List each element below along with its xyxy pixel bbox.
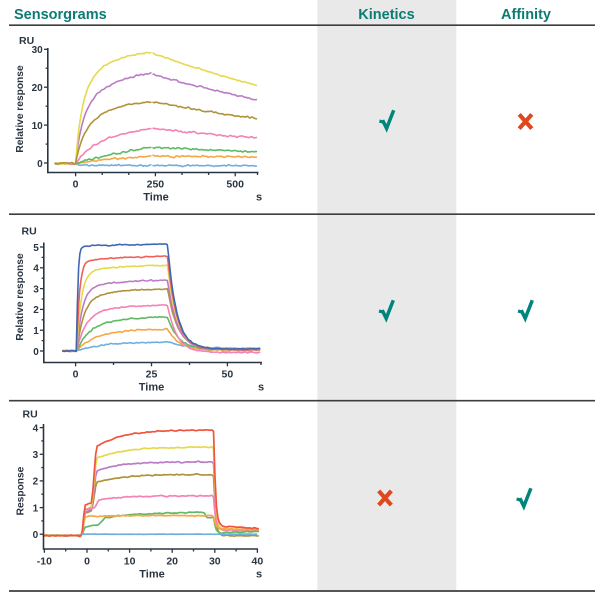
svg-text:Response: Response	[16, 466, 27, 515]
svg-text:Kinetics: Kinetics	[358, 7, 414, 23]
svg-text:s: s	[256, 192, 262, 204]
svg-text:5: 5	[33, 243, 39, 254]
svg-text:Relative response: Relative response	[15, 253, 26, 341]
svg-text:10: 10	[32, 121, 44, 132]
svg-text:s: s	[256, 569, 262, 581]
svg-text:20: 20	[166, 556, 178, 568]
svg-text:30: 30	[32, 45, 44, 56]
svg-text:20: 20	[32, 83, 44, 94]
svg-text:0: 0	[37, 159, 43, 170]
svg-text:0: 0	[73, 369, 79, 381]
svg-text:Time: Time	[139, 382, 164, 394]
svg-text:Time: Time	[139, 569, 164, 581]
svg-text:Affinity: Affinity	[501, 7, 551, 23]
svg-text:s: s	[258, 382, 264, 394]
svg-text:50: 50	[222, 369, 234, 381]
svg-text:3: 3	[33, 284, 39, 295]
svg-text:0: 0	[33, 530, 39, 541]
svg-text:10: 10	[124, 556, 136, 568]
svg-text:Sensorgrams: Sensorgrams	[14, 7, 107, 23]
svg-text:Time: Time	[143, 192, 168, 204]
svg-text:2: 2	[33, 305, 39, 316]
svg-text:RU: RU	[19, 35, 34, 47]
svg-text:1: 1	[33, 326, 39, 337]
svg-text:1: 1	[33, 503, 39, 514]
svg-text:Relative response: Relative response	[15, 65, 26, 153]
svg-text:0: 0	[33, 347, 39, 358]
svg-text:-10: -10	[37, 556, 52, 568]
svg-text:2: 2	[33, 477, 39, 488]
svg-text:250: 250	[147, 179, 165, 191]
svg-text:RU: RU	[22, 225, 37, 237]
svg-text:30: 30	[209, 556, 221, 568]
svg-text:4: 4	[33, 423, 39, 434]
svg-text:0: 0	[84, 556, 90, 568]
svg-text:25: 25	[146, 369, 158, 381]
svg-text:3: 3	[33, 450, 39, 461]
svg-text:4: 4	[33, 264, 39, 275]
svg-text:40: 40	[252, 556, 264, 568]
svg-text:RU: RU	[23, 408, 38, 420]
svg-text:500: 500	[226, 179, 244, 191]
svg-text:0: 0	[73, 179, 79, 191]
